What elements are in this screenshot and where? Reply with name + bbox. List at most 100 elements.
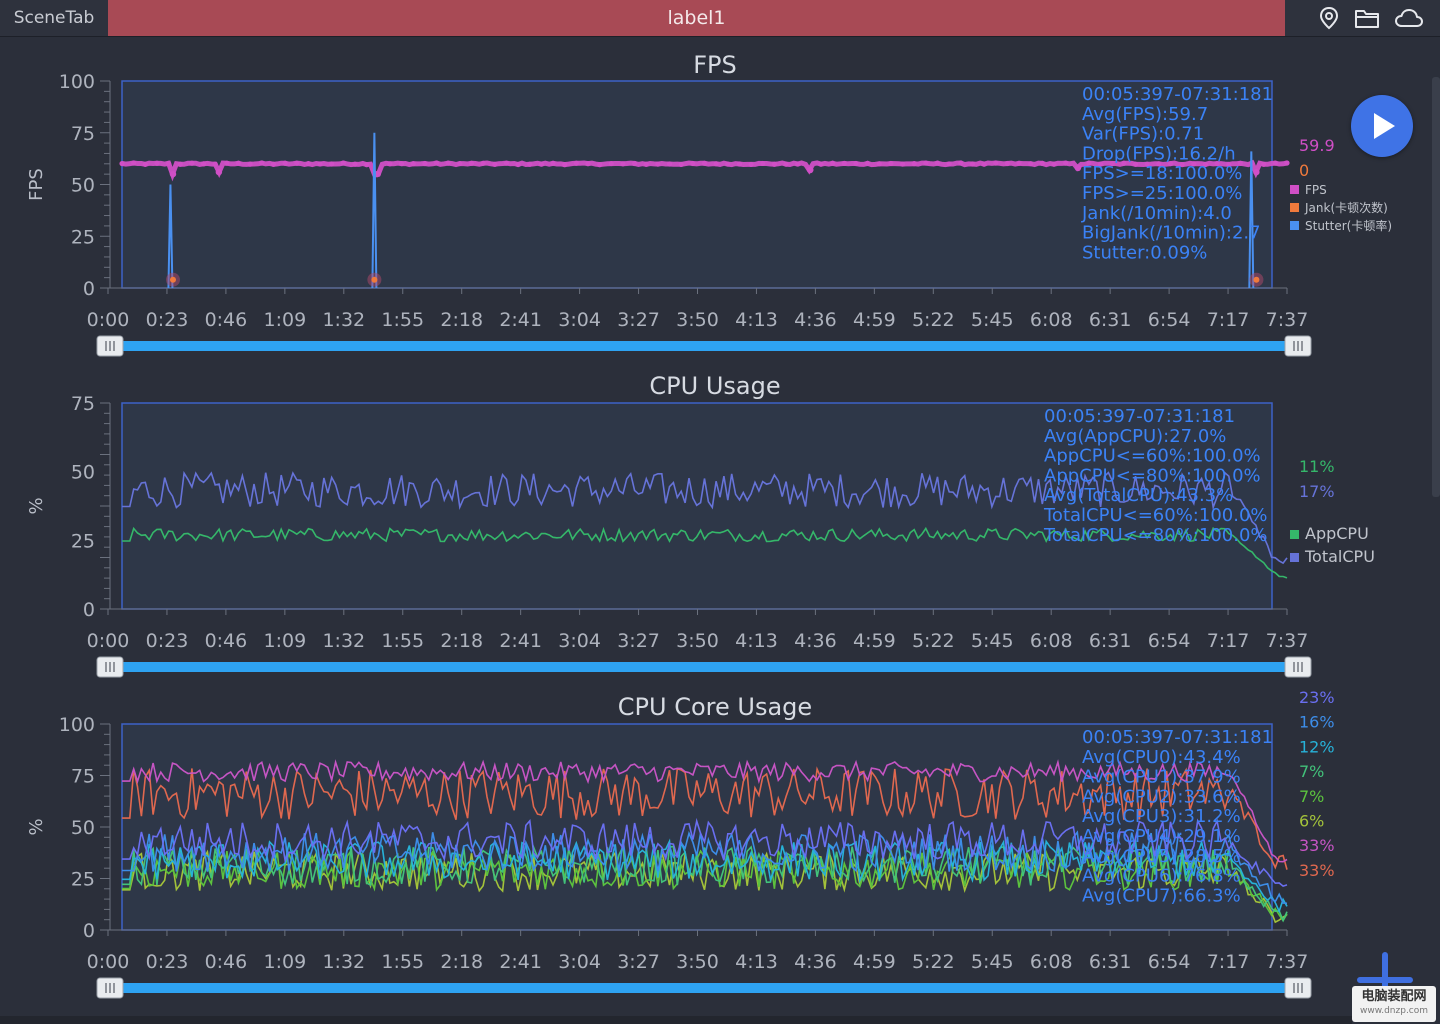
x-tick-label: 6:08 xyxy=(1030,951,1073,973)
x-tick-label: 0:46 xyxy=(205,309,248,331)
x-tick-label: 1:55 xyxy=(381,309,424,331)
stats-text: FPS>=25:100.0% xyxy=(1082,183,1242,204)
x-tick-label: 6:08 xyxy=(1030,309,1073,331)
fps-point xyxy=(1179,161,1185,168)
y-tick-label: 50 xyxy=(71,817,95,839)
tab-scene[interactable]: SceneTab xyxy=(0,0,108,36)
fps-point xyxy=(666,161,673,167)
fps-dip-point xyxy=(1074,164,1082,172)
fps-point xyxy=(573,160,579,166)
stutter-spike xyxy=(1248,151,1255,289)
fps-point xyxy=(841,160,847,167)
y-tick-label: 50 xyxy=(71,175,95,197)
stats-text: Avg(TotalCPU):43.3% xyxy=(1044,485,1233,506)
x-tick-label: 1:09 xyxy=(264,309,307,331)
fps-point xyxy=(771,161,778,167)
folder-icon[interactable] xyxy=(1354,6,1380,30)
fps-point xyxy=(410,161,416,167)
fps-point xyxy=(468,160,475,166)
x-tick-label: 0:23 xyxy=(146,309,189,331)
y-axis-label: % xyxy=(26,818,47,835)
x-tick-label: 0:00 xyxy=(87,951,130,973)
legend-swatch xyxy=(1290,221,1299,230)
jank-marker xyxy=(169,276,176,283)
fps-point xyxy=(387,161,393,167)
fps-point xyxy=(131,160,137,166)
stats-text: TotalCPU<=60%:100.0% xyxy=(1043,505,1268,526)
x-tick-label: 7:17 xyxy=(1207,951,1250,973)
legend-label: Jank(卡顿次数) xyxy=(1304,200,1388,215)
y-axis-label: % xyxy=(26,497,47,514)
fps-point xyxy=(1028,161,1034,167)
x-tick-label: 3:50 xyxy=(676,630,719,652)
legend-label: TotalCPU xyxy=(1304,547,1375,566)
cloud-icon[interactable] xyxy=(1394,6,1424,30)
legend-label: Stutter(卡顿率) xyxy=(1305,218,1392,233)
x-tick-label: 4:13 xyxy=(735,630,778,652)
x-tick-label: 6:31 xyxy=(1089,630,1132,652)
fps-point xyxy=(783,161,789,167)
plot-area xyxy=(121,80,1273,289)
x-tick-label: 4:59 xyxy=(853,630,896,652)
vertical-scrollbar[interactable] xyxy=(1432,77,1440,497)
fps-point xyxy=(958,160,964,166)
y-tick-label: 0 xyxy=(83,920,95,942)
fps-point xyxy=(189,160,195,166)
stats-text: Avg(CPU1):37.9% xyxy=(1082,767,1241,788)
x-tick-label: 0:46 xyxy=(205,630,248,652)
appcpu-current-value: 11% xyxy=(1299,457,1335,476)
fps-point xyxy=(620,161,626,167)
stats-text: TotalCPU<=80%:100.0% xyxy=(1043,525,1268,546)
core-current-value: 33% xyxy=(1299,861,1335,880)
fps-point xyxy=(690,160,696,167)
core-current-value: 16% xyxy=(1299,713,1335,732)
fps-point xyxy=(1284,160,1290,166)
fps-point xyxy=(1016,160,1022,166)
stutter-spike xyxy=(167,184,174,289)
x-tick-label: 2:41 xyxy=(499,951,542,973)
y-tick-label: 25 xyxy=(71,869,95,891)
stats-text: Stutter:0.09% xyxy=(1082,242,1207,263)
stats-text: FPS>=18:100.0% xyxy=(1082,163,1242,184)
x-tick-label: 1:55 xyxy=(381,951,424,973)
fps-point xyxy=(678,161,684,168)
core-current-value: 7% xyxy=(1299,762,1324,781)
fps-point xyxy=(865,160,871,166)
fps-dip-point xyxy=(807,166,814,174)
fps-current-value: 59.9 xyxy=(1299,136,1335,155)
play-button[interactable] xyxy=(1351,95,1413,157)
fps-point xyxy=(1098,161,1104,167)
play-icon xyxy=(1374,113,1395,139)
stats-text: 00:05:397-07:31:181 xyxy=(1082,84,1273,105)
x-tick-label: 1:32 xyxy=(322,951,365,973)
x-tick-label: 5:22 xyxy=(912,951,955,973)
stats-text: BigJank(/10min):2.7 xyxy=(1082,223,1261,244)
fps-point xyxy=(177,161,183,167)
fps-point xyxy=(166,160,172,166)
fps-point xyxy=(492,161,498,167)
fps-point xyxy=(993,160,999,166)
legend-swatch xyxy=(1290,203,1299,212)
location-pin-icon[interactable] xyxy=(1316,6,1342,30)
chart-0: FPS FPS 100 75 50 25 0 0:00 0:23 0:46 1:09 1:32 1:55… xyxy=(26,51,1392,357)
chart-title: CPU Core Usage xyxy=(618,693,812,721)
range-slider-track xyxy=(110,983,1298,993)
fps-point xyxy=(934,160,941,166)
core-current-value: 6% xyxy=(1299,812,1324,831)
fps-point xyxy=(1109,160,1115,167)
tab-label1[interactable]: label1 xyxy=(108,0,1285,36)
core-current-value: 12% xyxy=(1299,737,1335,756)
stats-text: Avg(CPU6):76.8% xyxy=(1082,866,1241,887)
fps-point xyxy=(899,161,906,167)
plot-area xyxy=(121,723,1273,931)
fps-point xyxy=(247,161,253,167)
y-tick-label: 75 xyxy=(71,766,95,788)
x-tick-label: 4:36 xyxy=(794,951,837,973)
fps-point xyxy=(352,161,358,167)
jank-marker xyxy=(1253,276,1260,283)
fps-point xyxy=(503,160,510,166)
x-tick-label: 4:36 xyxy=(794,630,837,652)
x-tick-label: 6:54 xyxy=(1148,951,1191,973)
bottom-strip xyxy=(0,1016,1352,1024)
x-tick-label: 1:32 xyxy=(322,630,365,652)
